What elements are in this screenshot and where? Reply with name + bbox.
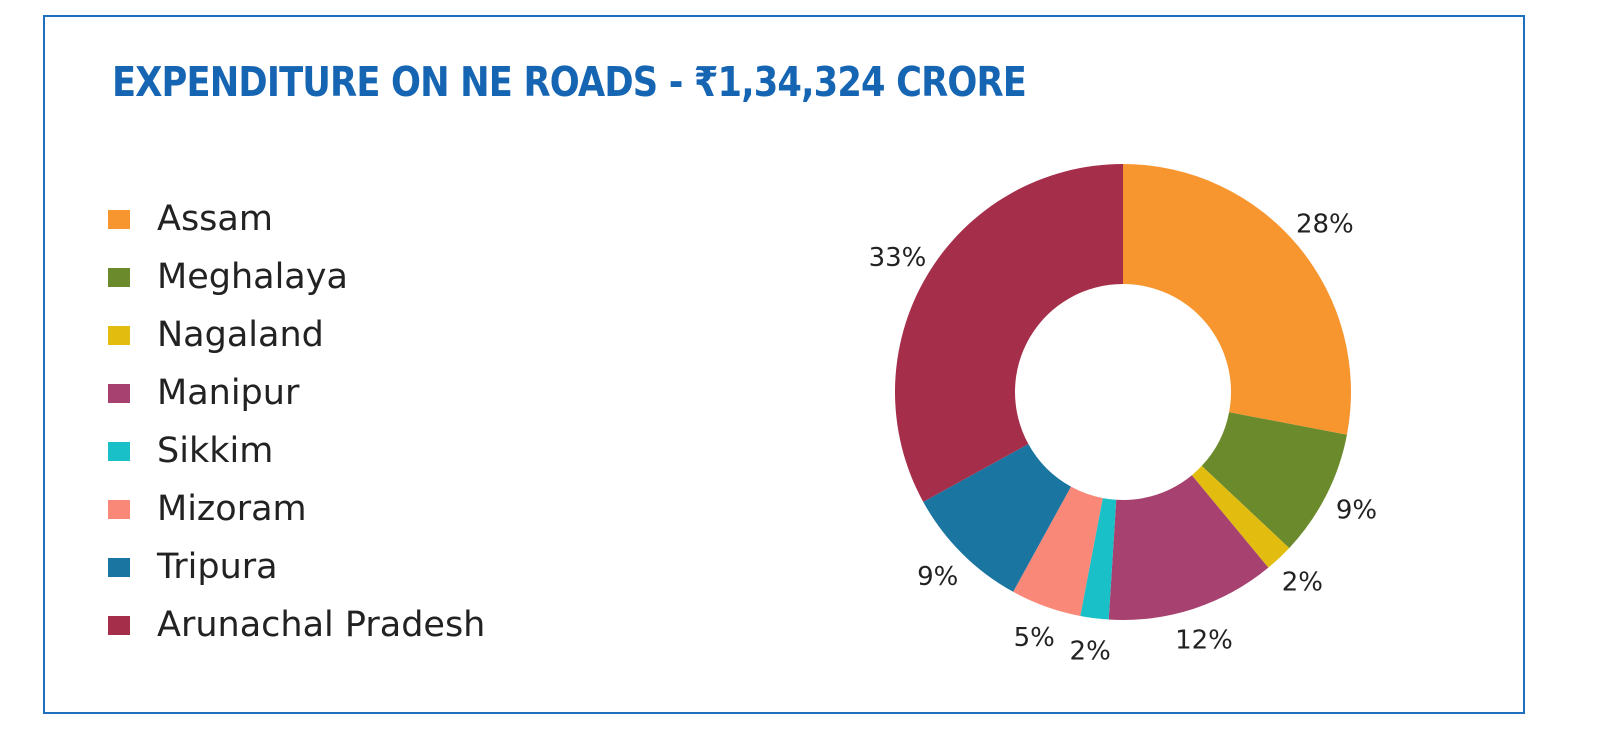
slice-label-meghalaya: 9% (1336, 495, 1377, 525)
slice-mizoram (1013, 486, 1103, 616)
legend-swatch (108, 557, 130, 577)
legend-item-tripura: Tripura (108, 538, 485, 596)
legend-label: Nagaland (157, 315, 324, 355)
legend-label: Sikkim (157, 431, 274, 471)
slice-tripura (923, 444, 1071, 592)
legend-swatch (108, 615, 130, 635)
legend-label: Meghalaya (157, 257, 348, 297)
slice-assam (1123, 164, 1351, 435)
legend-label: Mizoram (157, 489, 307, 529)
donut-chart: 28% 9% 2% 12% 2% 5% 9% 33% (869, 164, 1377, 666)
legend-swatch (108, 499, 130, 519)
legend-swatch (108, 209, 130, 229)
slice-label-nagaland: 2% (1282, 567, 1323, 597)
legend: Assam Meghalaya Nagaland Manipur Sikkim Mizor… (108, 190, 485, 654)
legend-swatch (108, 441, 130, 461)
slice-label-mizoram: 5% (1014, 623, 1055, 653)
chart-title: EXPENDITURE ON NE ROADS - ₹1,34,324 CROR… (112, 58, 1027, 106)
slice-label-assam: 28% (1296, 209, 1354, 239)
legend-label: Tripura (157, 547, 278, 587)
slice-label-sikkim: 2% (1070, 636, 1111, 666)
legend-swatch (108, 325, 130, 345)
legend-swatch (108, 383, 130, 403)
legend-item-mizoram: Mizoram (108, 480, 485, 538)
slice-nagaland (1191, 465, 1290, 568)
legend-label: Manipur (157, 373, 300, 413)
legend-item-nagaland: Nagaland (108, 306, 485, 364)
legend-label: Arunachal Pradesh (157, 605, 486, 645)
legend-label: Assam (157, 199, 273, 239)
slice-label-manipur: 12% (1175, 626, 1233, 656)
legend-swatch (108, 267, 130, 287)
slice-arunachal-pradesh (895, 164, 1123, 502)
legend-item-arunachal-pradesh: Arunachal Pradesh (108, 596, 485, 654)
slice-meghalaya (1201, 412, 1347, 549)
legend-item-meghalaya: Meghalaya (108, 248, 485, 306)
legend-item-manipur: Manipur (108, 364, 485, 422)
slice-label-arunachal-pradesh: 33% (869, 243, 927, 273)
slice-label-tripura: 9% (917, 562, 958, 592)
slice-sikkim (1080, 498, 1117, 620)
legend-item-assam: Assam (108, 190, 485, 248)
slice-manipur (1108, 475, 1269, 620)
legend-item-sikkim: Sikkim (108, 422, 485, 480)
